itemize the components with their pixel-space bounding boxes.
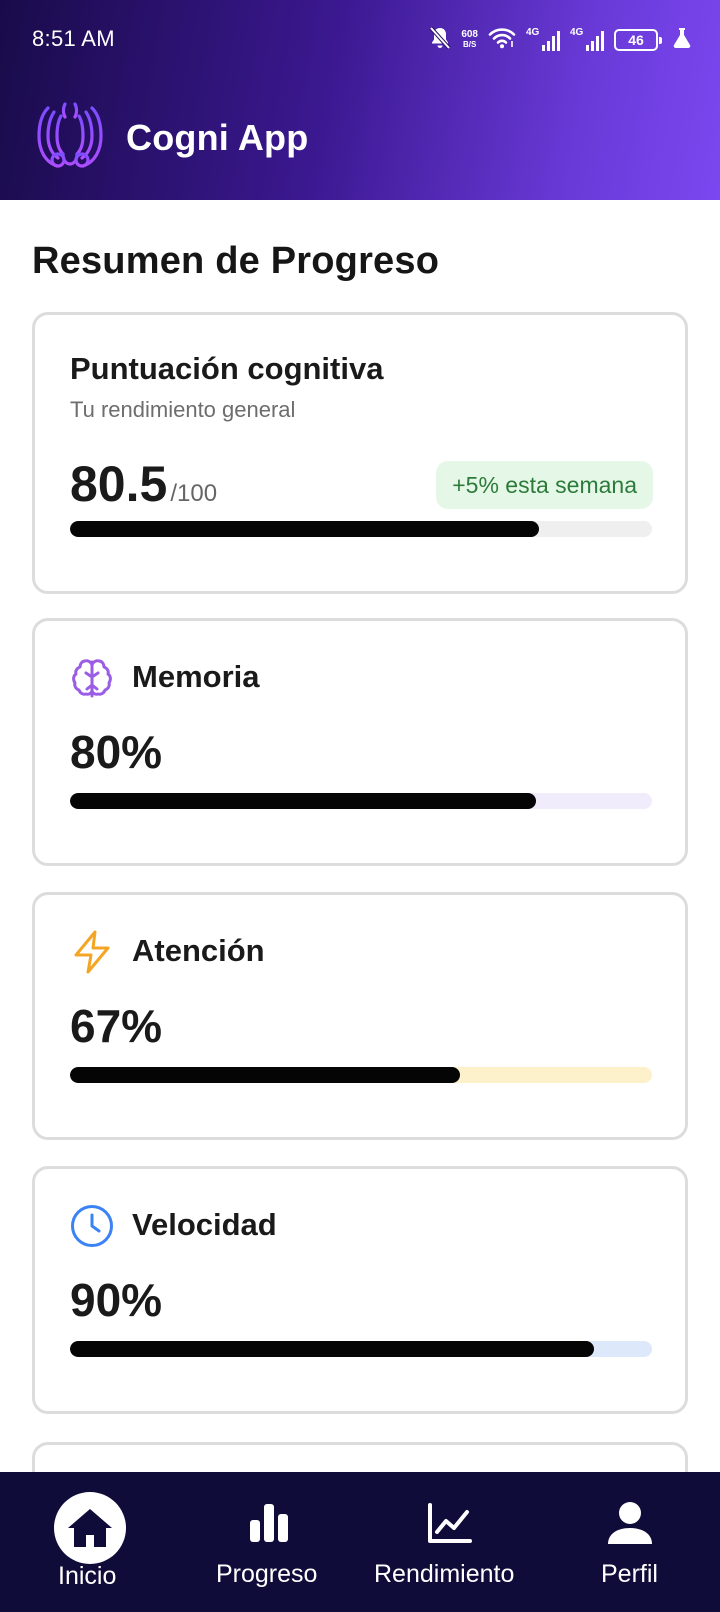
metric-card-atencion[interactable]: Atención 67% [32, 892, 688, 1140]
weekly-change-badge: +5% esta semana [436, 461, 653, 509]
metric-progress-track [70, 1341, 652, 1357]
score-progress-fill [70, 521, 539, 537]
metric-value: 80% [70, 726, 163, 778]
lightning-icon [69, 929, 115, 975]
status-icons: 608 B/S 4G 4G 46 [429, 24, 692, 56]
nav-item-rendimiento[interactable]: Rendimiento [370, 1472, 530, 1612]
net-speed: 608 B/S [461, 29, 478, 50]
wifi-icon [488, 27, 516, 53]
nav-item-progreso[interactable]: Progreso [200, 1472, 340, 1612]
home-icon [54, 1492, 126, 1564]
app-header: 8:51 AM 608 B/S [0, 0, 720, 200]
score-card-title: Puntuación cognitiva [70, 351, 384, 386]
metric-progress-track [70, 793, 652, 809]
metric-card-memoria[interactable]: Memoria 80% [32, 618, 688, 866]
score-card-subtitle: Tu rendimiento general [70, 397, 296, 422]
line-chart-icon [427, 1502, 473, 1548]
metric-progress-fill [70, 793, 536, 809]
metric-value: 67% [70, 1000, 163, 1052]
battery-icon: 46 [614, 29, 662, 51]
nav-item-perfil[interactable]: Perfil [590, 1472, 670, 1612]
brain-outline-logo [34, 100, 106, 176]
flask-icon [672, 27, 692, 53]
signal-icon-2: 4G [570, 27, 604, 51]
bell-off-icon [429, 26, 451, 54]
metric-value: 90% [70, 1274, 163, 1326]
metric-name: Velocidad [132, 1207, 277, 1242]
status-bar: 8:51 AM 608 B/S [0, 0, 720, 80]
nav-label: Progreso [216, 1560, 318, 1588]
score-max: /100 [170, 480, 218, 507]
page-title: Resumen de Progreso [32, 240, 440, 282]
clock-icon [69, 1203, 115, 1249]
nav-label: Inicio [58, 1562, 117, 1590]
bar-chart-icon [248, 1502, 290, 1546]
metric-name: Memoria [132, 659, 260, 694]
user-icon [607, 1500, 653, 1550]
score-value-row: 80.5 /100 [70, 455, 217, 513]
status-time: 8:51 AM [32, 26, 115, 51]
metric-progress-track [70, 1067, 652, 1083]
nav-item-inicio[interactable]: Inicio [50, 1472, 130, 1612]
brain-icon [69, 655, 115, 701]
score-value: 80.5 [70, 456, 168, 512]
metric-card-velocidad[interactable]: Velocidad 90% [32, 1166, 688, 1414]
app-title: Cogni App [126, 117, 309, 158]
signal-icon: 4G [526, 27, 560, 51]
metric-progress-fill [70, 1067, 460, 1083]
score-progress-track [70, 521, 652, 537]
metric-name: Atención [132, 933, 265, 968]
nav-label: Perfil [601, 1560, 658, 1588]
app-brand: Cogni App [34, 102, 308, 174]
metric-progress-fill [70, 1341, 594, 1357]
bottom-navigation: Inicio Progreso Rendimiento Perf [0, 1472, 720, 1612]
nav-label: Rendimiento [374, 1560, 515, 1588]
cognitive-score-card[interactable]: Puntuación cognitiva Tu rendimiento gene… [32, 312, 688, 594]
